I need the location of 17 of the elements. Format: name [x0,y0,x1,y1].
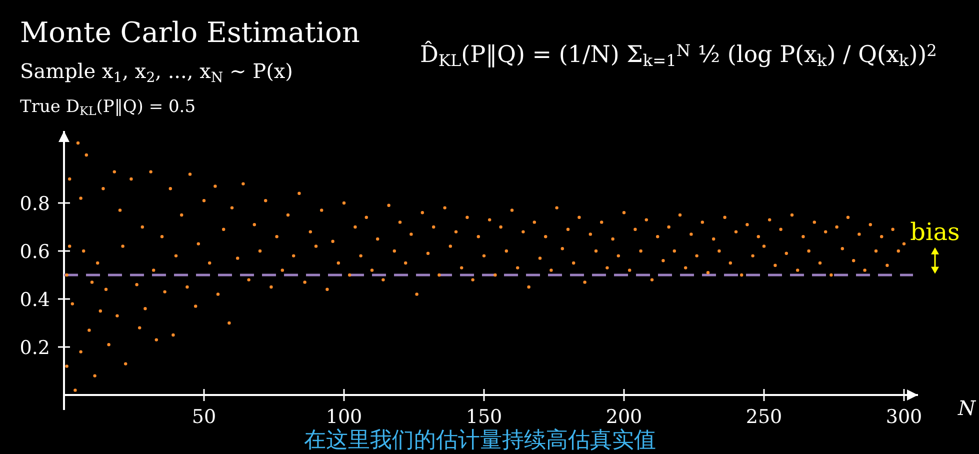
x-tick-label: 150 [466,406,502,428]
x-axis-title: N [957,396,977,420]
x-tick-label: 200 [606,406,642,428]
y-tick-label: 0.4 [20,289,50,311]
x-tick-label: 250 [746,406,782,428]
y-tick-label: 0.8 [20,193,50,215]
text: 在这里我们的估计量持续高估真实值 [304,428,656,453]
chart-title: Monte Carlo Estimation [20,16,360,49]
y-tick-label: 0.6 [20,241,50,263]
text: True D$_{KL}$(P‖Q) = 0.5 [20,97,196,118]
y-tick-label: 0.2 [20,337,50,359]
text: D̂$_{KL}$(P‖Q) = (1/N) Σ$_{k=1}$$^{N}$ ½ (log P(x$_{k}$) / Q(x$_{k}$))$^{2}$ [420,40,937,70]
x-tick-label: 300 [886,406,922,428]
chart-subtitle: Sample x$_{1}$, x$_{2}$, ..., x$_{N}$ ∼ P(x) [20,59,293,86]
x-tick-label: 50 [192,406,216,428]
annotation: bias [910,218,960,246]
x-tick-label: 100 [326,406,362,428]
